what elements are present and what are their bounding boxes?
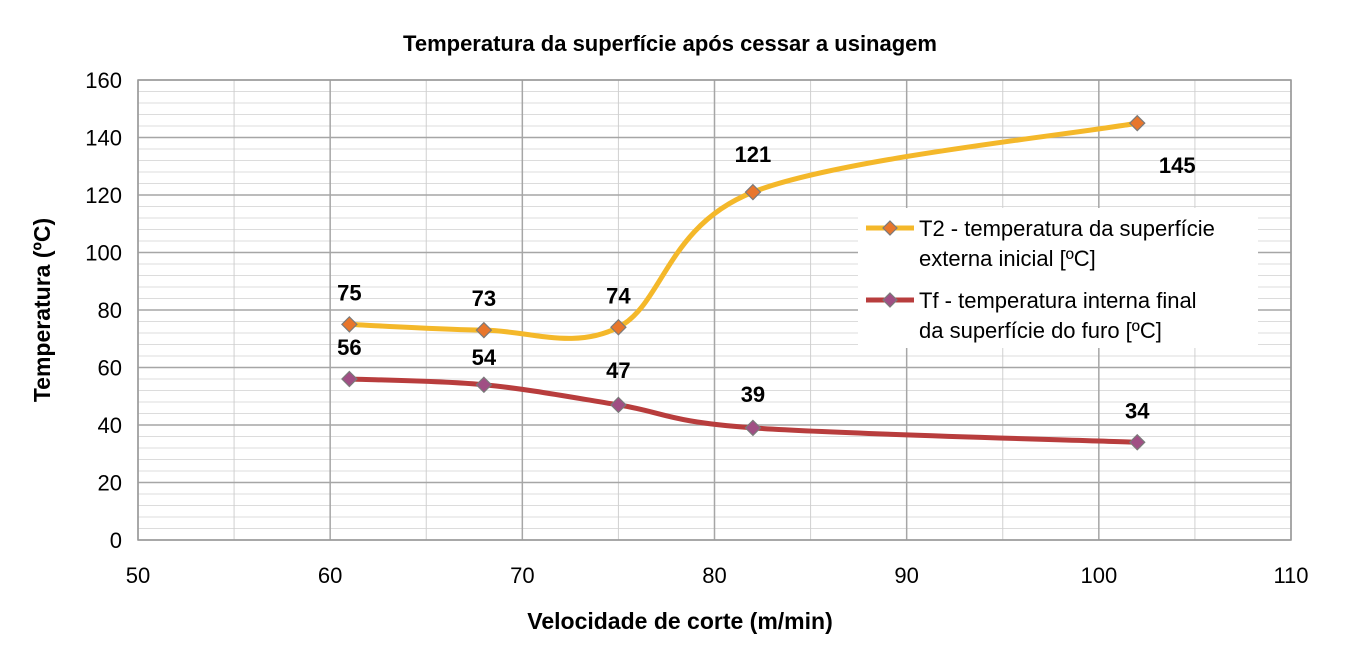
data-point-marker — [341, 370, 358, 388]
data-point-marker — [341, 316, 358, 333]
y-tick-label: 80 — [98, 298, 122, 323]
x-tick-label: 100 — [1080, 563, 1117, 588]
series-line — [346, 120, 1140, 341]
x-tick-label: 50 — [126, 563, 150, 588]
data-label: 75 — [337, 280, 361, 305]
series-tf — [341, 370, 1146, 451]
data-point-marker — [475, 376, 493, 394]
y-axis-title: Temperatura (ºC) — [29, 218, 55, 402]
data-label: 73 — [472, 286, 496, 311]
legend-marker-swatch — [882, 292, 898, 308]
data-label: 121 — [735, 142, 772, 167]
legend-entry: T2 - temperatura da superfície externa in… — [866, 216, 1215, 271]
plot-frame — [137, 79, 1292, 541]
y-tick-label: 20 — [98, 471, 122, 496]
data-label: 34 — [1125, 398, 1150, 423]
legend-marker-swatch — [882, 220, 898, 236]
series-line — [346, 376, 1140, 445]
data-label: 145 — [1159, 153, 1196, 178]
legend-background — [858, 208, 1258, 348]
data-label: 74 — [606, 283, 631, 308]
y-tick-label: 0 — [110, 528, 122, 553]
data-label: 39 — [741, 382, 765, 407]
data-label: 54 — [472, 345, 497, 370]
legend-label: T2 - temperatura da superfície — [919, 216, 1215, 241]
data-point-marker — [1128, 433, 1146, 451]
legend: T2 - temperatura da superfície externa in… — [858, 208, 1258, 348]
y-tick-label: 40 — [98, 413, 122, 438]
data-point-marker — [610, 318, 627, 336]
x-tick-label: 60 — [318, 563, 342, 588]
x-tick-label: 80 — [702, 563, 726, 588]
y-tick-label: 140 — [85, 126, 122, 151]
data-label: 56 — [337, 335, 361, 360]
x-tick-label: 90 — [894, 563, 918, 588]
data-label: 47 — [606, 358, 630, 383]
y-tick-label: 120 — [85, 183, 122, 208]
tick-labels: 0 20 40 60 80 100 120 140 160 50 60 70 80 90 100 110 — [85, 68, 1308, 588]
chart-title: Temperatura da superfície após cessar a … — [403, 31, 937, 56]
data-point-marker — [744, 419, 762, 437]
data-point-marker — [744, 183, 762, 201]
data-point-marker — [475, 321, 493, 339]
data-point-marker — [1128, 114, 1146, 132]
x-axis-title: Velocidade de corte (m/min) — [527, 608, 832, 634]
legend-entry: Tf - temperatura interna final da superfí… — [866, 288, 1197, 343]
x-tick-label: 70 — [510, 563, 534, 588]
y-tick-label: 160 — [85, 68, 122, 93]
data-point-marker — [610, 396, 627, 414]
series-t2 — [341, 114, 1146, 341]
data-labels: 75 73 74 121 145 56 54 47 39 34 — [337, 142, 1195, 423]
y-tick-label: 100 — [85, 241, 122, 266]
y-tick-label: 60 — [98, 356, 122, 381]
axes — [137, 79, 1292, 541]
legend-label: da superfície do furo [ºC] — [919, 318, 1162, 343]
legend-label: externa inicial [ºC] — [919, 246, 1096, 271]
series — [341, 114, 1146, 451]
x-tick-label: 110 — [1273, 563, 1308, 588]
legend-label: Tf - temperatura interna final — [919, 288, 1197, 313]
